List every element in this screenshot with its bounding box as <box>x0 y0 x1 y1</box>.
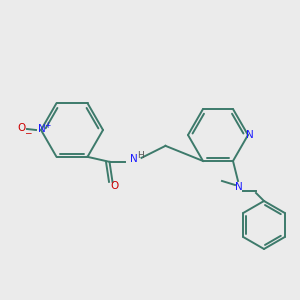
Text: O: O <box>17 123 25 133</box>
Text: +: + <box>44 122 50 130</box>
Text: H: H <box>137 151 144 160</box>
Text: N: N <box>246 130 254 140</box>
Text: N: N <box>130 154 137 164</box>
Text: −: − <box>24 128 32 137</box>
Text: O: O <box>110 181 118 191</box>
Text: N: N <box>235 182 243 192</box>
Text: N: N <box>38 124 46 134</box>
